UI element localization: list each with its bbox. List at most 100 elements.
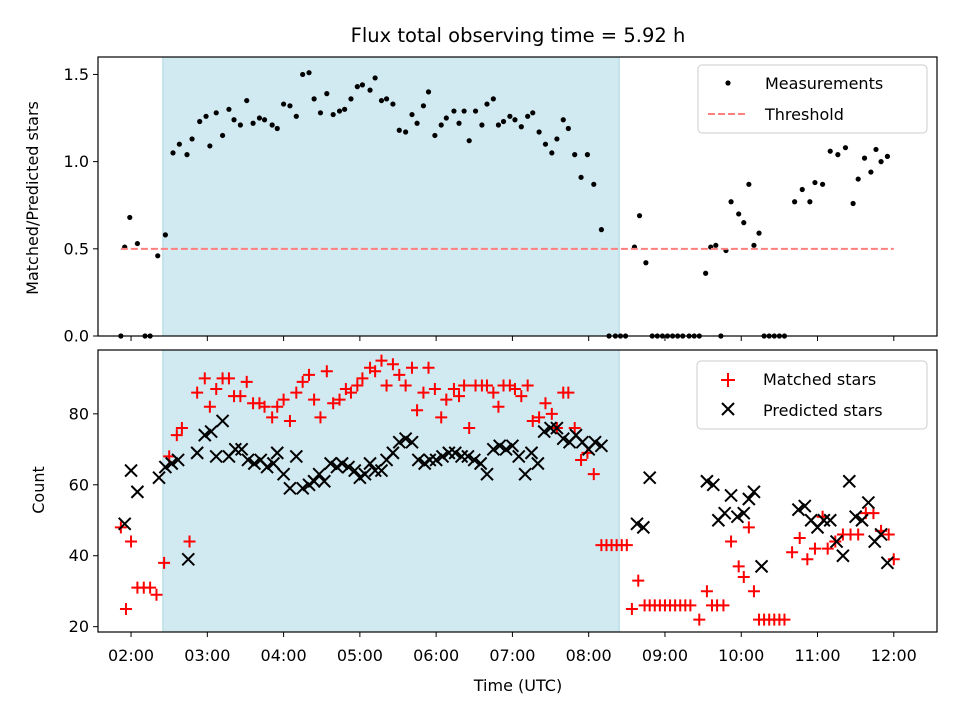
y-tick-label: 20 <box>69 617 89 636</box>
predicted-star-point <box>724 488 738 503</box>
x-tick-label: 05:00 <box>337 646 383 665</box>
predicted-star-point <box>411 453 426 467</box>
matched-star-point <box>191 386 204 399</box>
predicted-star-point <box>742 492 756 506</box>
measurement-point <box>134 240 141 247</box>
measurement-point <box>591 181 597 187</box>
matched-star-point <box>240 375 253 388</box>
matched-star-point <box>725 535 738 548</box>
measurement-point <box>835 152 841 158</box>
measurement-point <box>324 91 330 97</box>
matched-star-point <box>620 539 633 552</box>
measurement-point <box>751 242 757 248</box>
measurement-point <box>560 117 566 123</box>
predicted-star-point <box>130 485 145 499</box>
legend-threshold-label: Threshold <box>764 105 844 124</box>
matched-star-point <box>175 422 188 435</box>
measurement-point <box>542 141 549 147</box>
x-tick-label: 04:00 <box>261 646 307 665</box>
y-tick-label: 0.5 <box>64 239 89 258</box>
predicted-star-point <box>531 456 545 471</box>
x-tick-label: 09:00 <box>642 646 688 665</box>
measurement-point <box>425 89 432 95</box>
measurement-point <box>244 97 250 104</box>
measurement-point <box>390 101 396 107</box>
predicted-star-point <box>181 552 195 566</box>
predicted-star-point <box>429 453 443 467</box>
measurement-point <box>861 155 868 161</box>
predicted-star-point <box>855 513 869 527</box>
measurement-point <box>226 106 232 112</box>
predicted-star-point <box>499 442 513 457</box>
measurement-point <box>348 96 354 102</box>
measurement-point <box>799 186 805 193</box>
predicted-star-point <box>492 439 507 453</box>
y-tick-label: 1.5 <box>64 65 89 84</box>
matched-star-point <box>539 397 552 410</box>
matched-star-point <box>290 386 303 399</box>
predicted-star-point <box>363 456 377 471</box>
measurement-point <box>176 141 182 147</box>
predicted-star-point <box>204 424 218 439</box>
bottom-y-ticks: 20 40 60 80 <box>69 404 98 636</box>
predicted-star-point <box>124 463 138 478</box>
predicted-star-point <box>241 453 255 467</box>
measurement-point <box>456 120 462 126</box>
measurement-point <box>713 242 719 248</box>
predicted-star-point <box>448 446 462 460</box>
matched-star-point <box>793 532 806 544</box>
measurement-point <box>873 146 879 153</box>
measurement-point <box>746 181 752 187</box>
matched-star-point <box>747 585 760 598</box>
predicted-star-point <box>341 460 356 474</box>
y-tick-label: 60 <box>69 475 89 494</box>
predicted-star-point <box>505 439 520 453</box>
predicted-star-point <box>358 467 372 481</box>
matched-star-point <box>463 422 476 435</box>
measurement-point <box>170 150 176 156</box>
x-tick-label: 10:00 <box>718 646 764 665</box>
predicted-star-point <box>266 456 281 471</box>
bottom-legend: Matched stars Predicted stars <box>696 360 928 430</box>
measurement-point <box>512 117 518 123</box>
predicted-star-point <box>165 456 179 471</box>
bottom-x-ticks: 02:00 03:00 04:00 05:00 06:00 07:00 08:00 09:00… <box>108 632 917 665</box>
predicted-star-point <box>198 428 212 442</box>
predicted-star-point <box>158 460 173 474</box>
matched-star-point <box>170 429 183 442</box>
measurement-point <box>554 136 560 142</box>
predicted-star-point <box>737 506 751 520</box>
matched-star-point <box>508 383 521 396</box>
measurement-point <box>372 75 378 81</box>
measurement-point <box>827 148 833 154</box>
measurement-point <box>443 115 449 121</box>
matched-star-point <box>417 386 430 399</box>
predicted-star-point <box>307 474 321 488</box>
predicted-star-point <box>283 481 297 496</box>
measurement-point <box>378 97 385 104</box>
matched-star-point <box>515 390 528 403</box>
measurement-point <box>490 96 496 102</box>
predicted-star-point <box>152 470 166 485</box>
matched-star-point <box>575 453 588 466</box>
measurement-point <box>850 200 856 207</box>
matched-star-point <box>125 535 138 548</box>
measurement-point <box>317 110 324 116</box>
matched-star-point <box>344 386 357 399</box>
measurement-point <box>703 270 709 276</box>
predicted-star-point <box>335 456 349 471</box>
matched-star-point <box>821 542 834 555</box>
matched-star-point <box>625 602 638 615</box>
matched-star-point <box>801 553 814 566</box>
measurement-point <box>584 152 591 158</box>
predicted-star-point <box>323 456 338 471</box>
measurement-point <box>396 127 402 133</box>
matched-star-point <box>852 528 865 541</box>
predicted-star-point <box>861 495 876 510</box>
predicted-star-point <box>823 513 837 527</box>
measurement-point <box>403 129 409 135</box>
bottom-observing-span <box>162 349 620 633</box>
matched-star-point <box>440 393 453 406</box>
predicted-star-point <box>312 467 326 481</box>
matched-star-point <box>562 386 575 399</box>
